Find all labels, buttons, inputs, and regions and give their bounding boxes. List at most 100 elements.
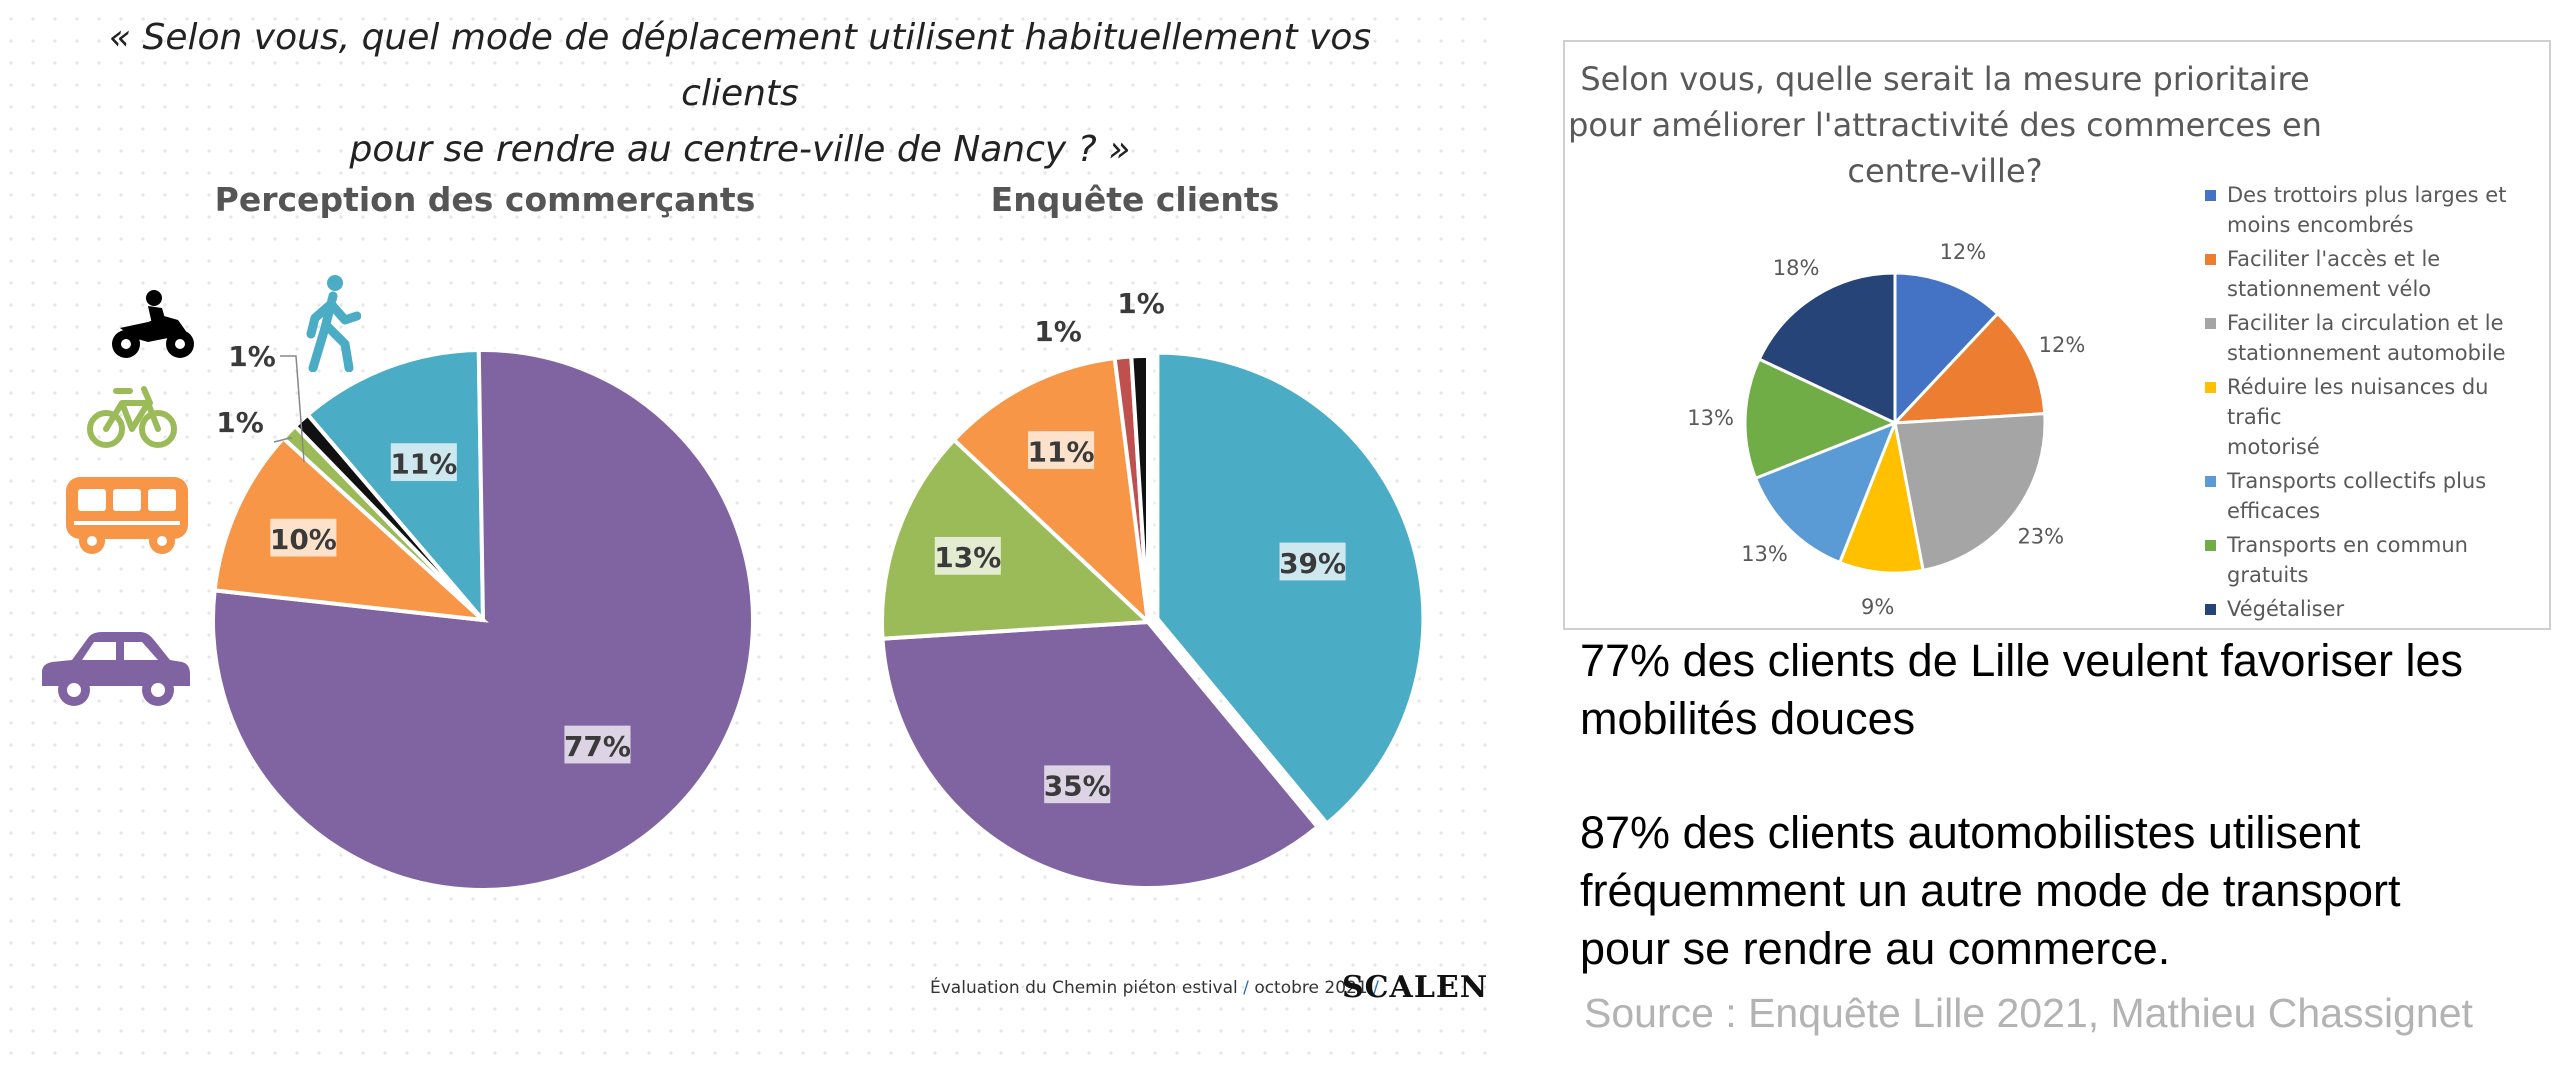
legend-label: efficaces — [2227, 499, 2321, 523]
legend-item: Réduire les nuisances du trafic motorisé — [2205, 372, 2545, 462]
legend-swatch — [2205, 382, 2216, 393]
data-label: 9% — [1861, 595, 1894, 619]
source-citation: Source : Enquête Lille 2021, Mathieu Cha… — [1584, 990, 2473, 1036]
stat-soft-mobility: 77% des clients de Lille veulent favoris… — [1580, 632, 2550, 748]
pie-slice — [1155, 350, 1426, 827]
data-label: 18% — [1773, 256, 1820, 280]
data-label: 10% — [270, 523, 337, 556]
data-label: 1% — [228, 340, 276, 373]
data-label: 13% — [1687, 406, 1734, 430]
chart-title-line-2: pour améliorer l'attractivité des commer… — [1568, 106, 2322, 144]
data-label: 12% — [1940, 240, 1987, 264]
data-label: 11% — [1028, 435, 1095, 468]
data-label: 23% — [2017, 525, 2064, 549]
leader-line — [280, 355, 305, 463]
data-label-box — [390, 443, 457, 482]
data-label: 1% — [216, 406, 264, 439]
legend-swatch — [2205, 190, 2216, 201]
legend-item: Transports collectifs plus efficaces — [2205, 466, 2545, 526]
data-label-box — [934, 536, 1001, 575]
pie-slice — [1743, 357, 1899, 481]
stat2-line-3: pour se rendre au commerce. — [1580, 923, 2171, 974]
pie-chart-commercants: 11% 77% 10% 1% 1% — [211, 340, 755, 892]
bicycle-icon — [87, 386, 177, 448]
pie-slice — [1757, 271, 1897, 426]
brand-logo: SCALEN — [1342, 970, 1489, 1005]
pie2-title: Enquête clients — [990, 180, 1280, 219]
data-label-box — [1044, 765, 1111, 804]
pie-slice — [1129, 353, 1150, 623]
bus-icon — [66, 477, 188, 554]
data-label: 13% — [934, 541, 1001, 574]
legend-item: Transports en commun gratuits — [2205, 530, 2545, 590]
legend-swatch — [2205, 604, 2216, 615]
legend-label: motorisé — [2227, 435, 2320, 459]
pie-slice — [1893, 411, 2047, 573]
stat2-line-1: 87% des clients automobilistes utilisent — [1580, 807, 2361, 858]
legend-label: moins encombrés — [2227, 213, 2414, 237]
stat1-line-1: 77% des clients de Lille veulent favoris… — [1580, 635, 2463, 686]
data-label-box — [270, 518, 337, 557]
legend-item: Faciliter l'accès et le stationnement vél… — [2205, 244, 2545, 304]
pie-slice — [951, 355, 1151, 628]
pie-slice — [1837, 417, 1925, 575]
pie-chart-clients: 39% 35% 13% 11% 1% 1% — [880, 287, 1426, 890]
data-label-box — [1279, 542, 1346, 581]
legend-swatch — [2205, 540, 2216, 551]
pie-slice — [880, 437, 1153, 641]
stat1-line-2: mobilités douces — [1580, 693, 1916, 744]
legend-label: stationnement automobile — [2227, 341, 2506, 365]
stat-car-users: 87% des clients automobilistes utilisent… — [1580, 804, 2550, 978]
motorcycle-icon — [112, 290, 194, 358]
stat2-line-2: fréquemment un autre mode de transport — [1580, 865, 2401, 916]
footer-note: Évaluation du Chemin piéton estival / oc… — [930, 978, 1379, 998]
pie-slice — [1893, 271, 2000, 427]
pie-slice — [212, 435, 489, 623]
question-line-2: pour se rendre au centre-ville de Nancy … — [349, 129, 1131, 170]
legend-swatch — [2205, 318, 2216, 329]
left-pies-canvas: 11% 77% 10% 1% 1% 39% 35% 13% 11% 1% 1% — [211, 287, 1426, 892]
legend-label: Des trottoirs plus larges et — [2227, 183, 2507, 207]
data-label: 11% — [390, 447, 457, 480]
pie-slice — [1753, 420, 1898, 565]
pie1-title: Perception des commerçants — [214, 180, 756, 219]
pie-slice — [1891, 311, 2047, 425]
legend-item: Végétaliser — [2205, 594, 2545, 624]
legend-label: Transports en commun — [2227, 533, 2468, 557]
footer-text: Évaluation du Chemin piéton estival — [930, 978, 1238, 998]
legend-swatch — [2205, 476, 2216, 487]
data-label: 35% — [1044, 770, 1111, 803]
data-label-box — [1028, 431, 1095, 469]
car-icon — [42, 632, 190, 706]
data-label: 77% — [564, 730, 631, 763]
data-label: 39% — [1279, 547, 1346, 580]
chart-title-line-3: centre-ville? — [1847, 152, 2043, 190]
survey-question: « Selon vous, quel mode de déplacement u… — [80, 10, 1400, 178]
legend-label: Transports collectifs plus — [2227, 469, 2487, 493]
pie-slice — [304, 348, 486, 626]
legend-label: Faciliter l'accès et le — [2227, 247, 2441, 271]
data-label-box — [564, 725, 631, 764]
footer-date: octobre 2021 — [1254, 978, 1368, 998]
data-label: 12% — [2039, 333, 2086, 357]
legend-item: Faciliter la circulation et le stationnem… — [2205, 308, 2545, 368]
data-label: 1% — [1117, 287, 1165, 320]
legend-label: Réduire les nuisances du trafic — [2227, 375, 2489, 429]
legend-label: Végétaliser — [2227, 597, 2345, 621]
legend-label: gratuits — [2227, 563, 2309, 587]
legend-item: Des trottoirs plus larges et moins encomb… — [2205, 180, 2545, 240]
priority-measure-chart: Selon vous, quelle serait la mesure prio… — [1563, 40, 2551, 630]
data-label: 13% — [1741, 542, 1788, 566]
legend-label: stationnement vélo — [2227, 277, 2432, 301]
data-label: 1% — [1034, 315, 1082, 348]
question-line-1: « Selon vous, quel mode de déplacement u… — [108, 17, 1372, 114]
leader-line — [273, 437, 292, 443]
chart-title-line-1: Selon vous, quelle serait la mesure prio… — [1580, 60, 2310, 98]
chart-legend: Des trottoirs plus larges et moins encomb… — [2205, 180, 2545, 628]
legend-swatch — [2205, 254, 2216, 265]
pie-slice — [880, 619, 1321, 890]
pie-chart-measures: 12% 12% 23% 9% 13% 13% 18% — [1687, 240, 2086, 619]
chart-title: Selon vous, quelle serait la mesure prio… — [1565, 56, 2325, 194]
left-infographic: « Selon vous, quel mode de déplacement u… — [0, 0, 1500, 1067]
pedestrian-icon — [306, 275, 361, 372]
